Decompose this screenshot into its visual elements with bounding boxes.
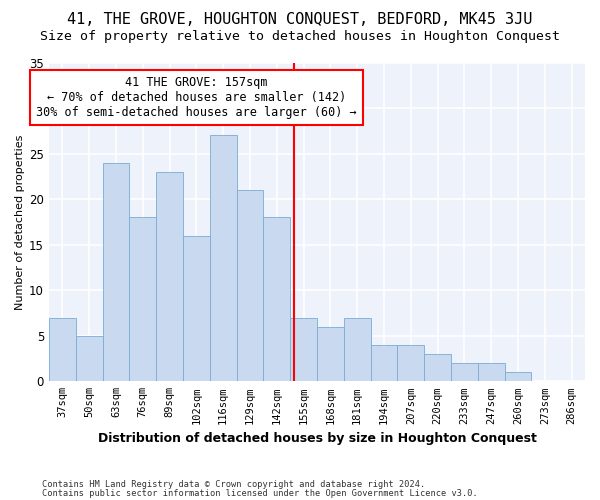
Bar — [236, 190, 263, 382]
Bar — [263, 218, 290, 382]
Bar — [49, 318, 76, 382]
Bar — [103, 162, 130, 382]
Bar — [505, 372, 532, 382]
Bar — [317, 326, 344, 382]
Bar — [130, 218, 156, 382]
Bar — [76, 336, 103, 382]
Bar — [344, 318, 371, 382]
Bar — [210, 136, 236, 382]
Text: Contains public sector information licensed under the Open Government Licence v3: Contains public sector information licen… — [42, 489, 478, 498]
Bar — [478, 363, 505, 382]
Y-axis label: Number of detached properties: Number of detached properties — [15, 134, 25, 310]
Bar — [451, 363, 478, 382]
Text: Contains HM Land Registry data © Crown copyright and database right 2024.: Contains HM Land Registry data © Crown c… — [42, 480, 425, 489]
Bar — [424, 354, 451, 382]
Bar — [397, 345, 424, 382]
Text: 41 THE GROVE: 157sqm
← 70% of detached houses are smaller (142)
30% of semi-deta: 41 THE GROVE: 157sqm ← 70% of detached h… — [36, 76, 356, 119]
Bar — [290, 318, 317, 382]
Text: 41, THE GROVE, HOUGHTON CONQUEST, BEDFORD, MK45 3JU: 41, THE GROVE, HOUGHTON CONQUEST, BEDFOR… — [67, 12, 533, 28]
X-axis label: Distribution of detached houses by size in Houghton Conquest: Distribution of detached houses by size … — [98, 432, 536, 445]
Bar — [371, 345, 397, 382]
Bar — [183, 236, 210, 382]
Text: Size of property relative to detached houses in Houghton Conquest: Size of property relative to detached ho… — [40, 30, 560, 43]
Bar — [156, 172, 183, 382]
